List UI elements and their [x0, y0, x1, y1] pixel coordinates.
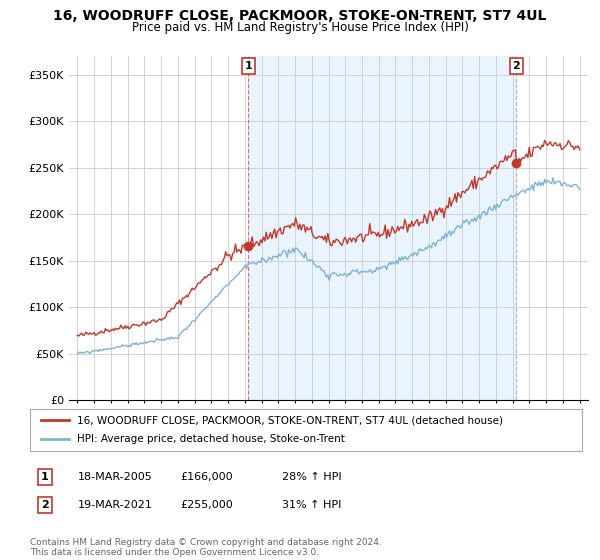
Text: 2: 2 — [41, 500, 49, 510]
Text: 1: 1 — [41, 472, 49, 482]
Text: £255,000: £255,000 — [180, 500, 233, 510]
Text: 1: 1 — [244, 61, 252, 71]
Bar — [248, 56, 516, 400]
Text: 19-MAR-2021: 19-MAR-2021 — [78, 500, 153, 510]
Text: 2: 2 — [512, 61, 520, 71]
Text: 18-MAR-2005: 18-MAR-2005 — [78, 472, 153, 482]
Text: 28% ↑ HPI: 28% ↑ HPI — [282, 472, 341, 482]
Text: £166,000: £166,000 — [180, 472, 233, 482]
Text: 16, WOODRUFF CLOSE, PACKMOOR, STOKE-ON-TRENT, ST7 4UL: 16, WOODRUFF CLOSE, PACKMOOR, STOKE-ON-T… — [53, 9, 547, 23]
Text: HPI: Average price, detached house, Stoke-on-Trent: HPI: Average price, detached house, Stok… — [77, 435, 345, 445]
Text: 16, WOODRUFF CLOSE, PACKMOOR, STOKE-ON-TRENT, ST7 4UL (detached house): 16, WOODRUFF CLOSE, PACKMOOR, STOKE-ON-T… — [77, 415, 503, 425]
Text: Price paid vs. HM Land Registry's House Price Index (HPI): Price paid vs. HM Land Registry's House … — [131, 21, 469, 34]
Text: Contains HM Land Registry data © Crown copyright and database right 2024.
This d: Contains HM Land Registry data © Crown c… — [30, 538, 382, 557]
Text: 31% ↑ HPI: 31% ↑ HPI — [282, 500, 341, 510]
